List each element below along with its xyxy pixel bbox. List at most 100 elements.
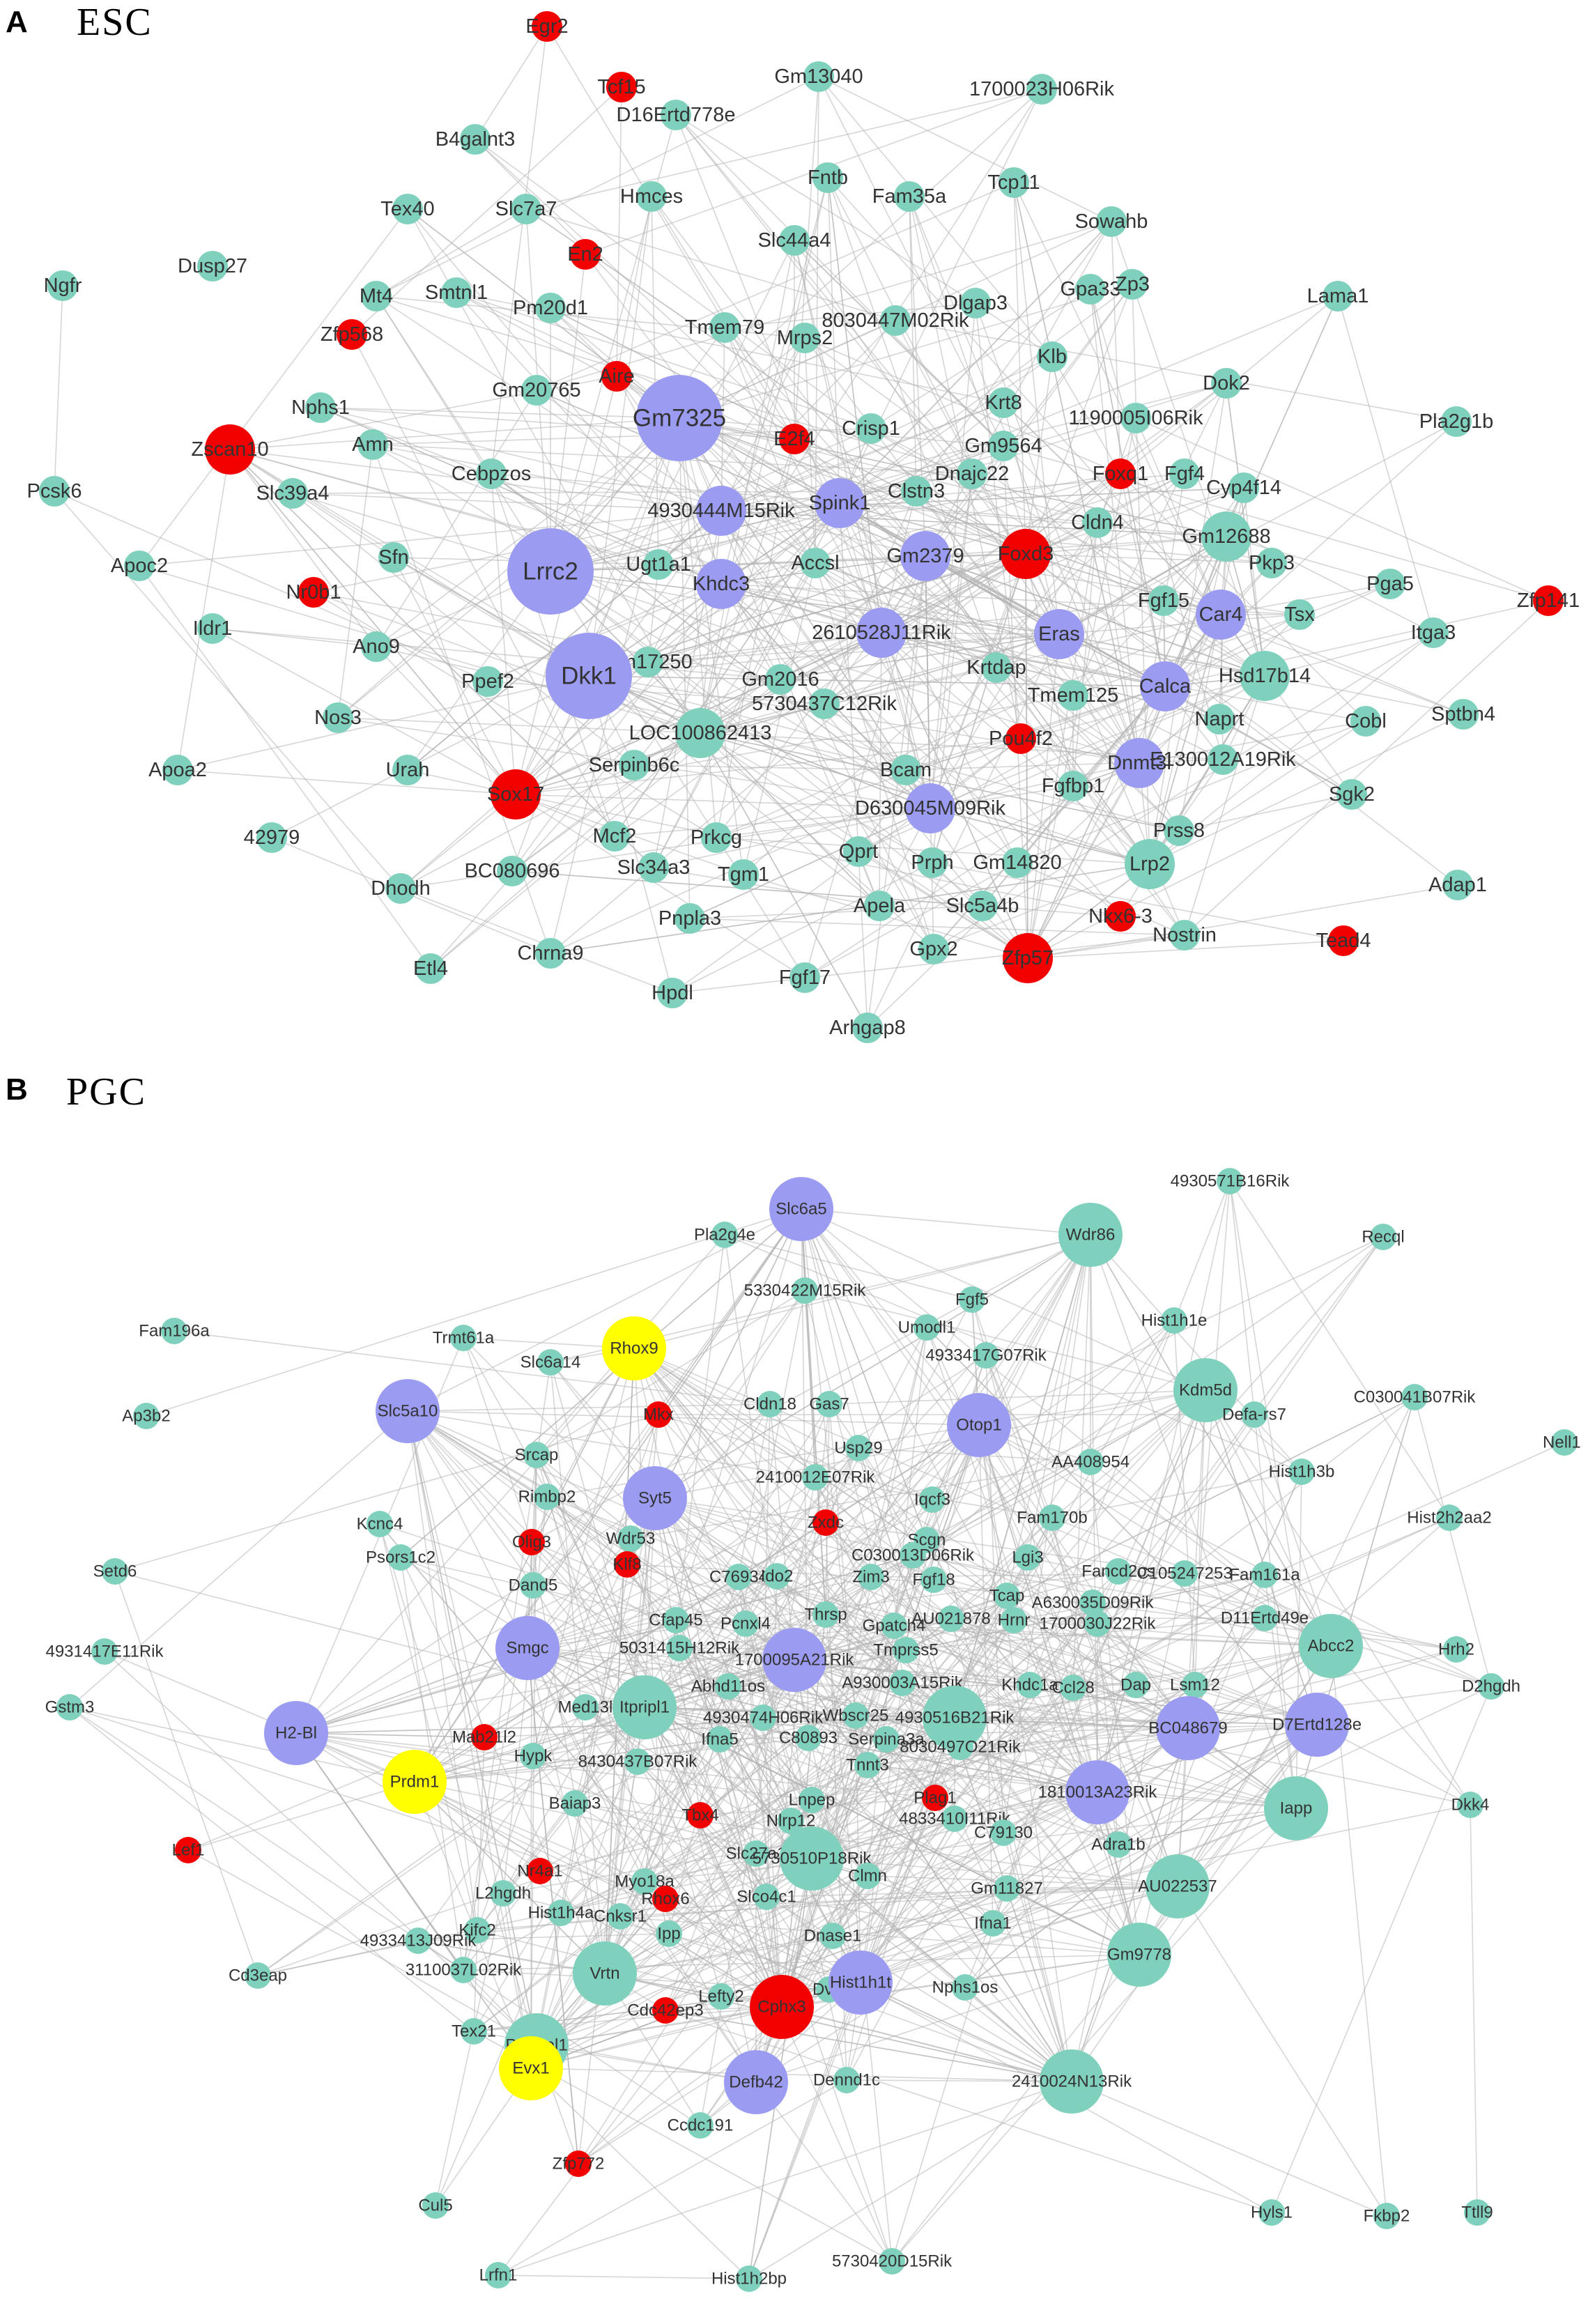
node-label: Dnajc22 [935, 463, 1009, 485]
node-apela: Apela [854, 891, 906, 921]
node-label: Klf8 [612, 1555, 641, 1574]
node-label: 3110037L02Rik [406, 1961, 522, 1980]
node-label: 4930516B21Rik [895, 1709, 1015, 1727]
node-label: Abcc2 [1308, 1637, 1355, 1656]
network-edge [1229, 1180, 1297, 1809]
node-circle [47, 270, 78, 301]
node-1810013a23rik: 1810013A23Rik [1038, 1760, 1157, 1824]
node-label: Gm14820 [973, 852, 1061, 874]
node-ido2: Ido2 [761, 1563, 793, 1590]
network-edge [672, 934, 1185, 994]
node-tmem125: Tmem125 [1028, 680, 1118, 711]
node-evx1: Evx1 [499, 2036, 563, 2100]
network-edge [1027, 794, 1352, 959]
node-circle [337, 319, 367, 350]
network-edge [1177, 1724, 1318, 1887]
network-edge [1243, 487, 1265, 677]
network-edge [978, 1424, 994, 1924]
node-circle [809, 688, 840, 719]
node-circle [1075, 274, 1106, 305]
network-edge [407, 1208, 802, 1412]
network-edge [766, 1896, 1140, 1955]
node-label: D16Ertd778e [617, 104, 736, 126]
network-edge [675, 1619, 893, 2262]
network-edge [881, 632, 1028, 959]
network-edge [811, 1858, 994, 1924]
network-edge [1027, 884, 1458, 959]
node-cfap45: Cfap45 [649, 1607, 703, 1633]
panel-a-esc-network: A ESC Egr2 Tcf15 D16Ertd778e Gm13040 1700023… [6, 1, 1580, 1043]
node-label: LOC100862413 [629, 722, 772, 744]
node-a930003a15rik: A930003A15Rik [842, 1670, 964, 1696]
node-circle [1114, 738, 1164, 788]
network-edge [69, 1707, 415, 1783]
node-label: C030041B07Rik [1354, 1388, 1477, 1407]
node-circle [914, 1314, 940, 1341]
network-edge [536, 1896, 767, 2046]
network-edge [530, 2006, 783, 2069]
node-circle [674, 903, 705, 934]
node-label: Lrfn1 [479, 2266, 518, 2285]
node-circle [1058, 680, 1088, 711]
node-circle [779, 424, 810, 454]
node-label: Cd3eap [229, 1967, 287, 1985]
network-edge [1295, 1471, 1302, 1809]
node-label: Pga5 [1366, 573, 1414, 595]
node-42979: 42979 [244, 822, 300, 853]
network-edge [824, 633, 1060, 705]
node-circle [663, 1607, 689, 1633]
network-edge [616, 196, 652, 377]
node-label: Fam196a [139, 1322, 210, 1341]
node-label: Otop1 [956, 1416, 1001, 1435]
node-circle [994, 1583, 1020, 1609]
node-label: Gm20765 [492, 379, 580, 401]
node-slc27a1: Slc27a1 [726, 1840, 786, 1867]
network-edge [716, 438, 795, 838]
network-edge [654, 1498, 872, 1578]
network-edge [950, 1618, 1189, 1729]
network-edge [870, 428, 1265, 677]
node-circle [520, 1743, 546, 1769]
node-label: Hrh2 [1438, 1640, 1474, 1659]
network-edge [679, 417, 1272, 564]
network-edge [463, 1337, 746, 1624]
node-circle [491, 769, 541, 819]
node-circle [1373, 2203, 1400, 2229]
node-dkk1: Dkk1 [546, 633, 632, 719]
network-edge [588, 675, 931, 809]
network-edge [229, 449, 516, 795]
node-zscan10: Zscan10 [191, 424, 269, 475]
node-circle [711, 1222, 738, 1248]
node-label: Qprt [839, 840, 878, 863]
node-cldn18: Cldn18 [743, 1391, 796, 1417]
node-label: Ugt1a1 [626, 553, 691, 576]
node-nlrp12: Nlrp12 [766, 1808, 815, 1834]
network-edge [187, 1647, 680, 1851]
node-label: Thrsp [804, 1606, 847, 1624]
network-edge [54, 285, 63, 492]
network-edge [748, 2081, 1072, 2279]
network-edge [1027, 1557, 1457, 1650]
network-edge [679, 1647, 1031, 1686]
node-iapp: Iapp [1264, 1776, 1328, 1840]
network-edge [794, 240, 882, 633]
node-1700023h06rik: 1700023H06Rik [969, 74, 1114, 105]
node-circle [1123, 1672, 1149, 1698]
node-label: Sox17 [487, 783, 544, 806]
network-edge [1177, 1645, 1332, 1887]
network-edge [588, 675, 1028, 959]
network-edge [755, 1724, 1318, 2083]
network-edge [824, 553, 1026, 705]
node-circle [1164, 815, 1194, 846]
node-label: Tex21 [452, 2022, 496, 2041]
node-clmn: Clmn [848, 1863, 887, 1889]
network-edge [376, 417, 680, 647]
network-edge [716, 614, 1221, 838]
node-rhox9: Rhox9 [602, 1316, 666, 1380]
network-edge [762, 1717, 783, 2008]
node-label: Dnase1 [804, 1927, 862, 1946]
node-label: Lrp2 [1130, 853, 1170, 875]
node-label: Lama1 [1307, 285, 1369, 307]
network-edge [550, 571, 1028, 959]
